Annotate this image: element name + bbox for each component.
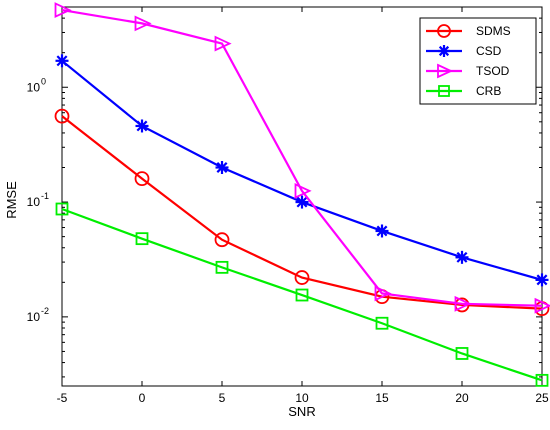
y-tick-base: 10 [27,310,41,324]
marker-circle [134,171,150,187]
legend-item-tsod: TSOD [426,63,510,79]
series-line [61,115,543,310]
marker-square [375,316,389,330]
legend: SDMS CSD TSOD CRB [419,17,537,105]
marker-square [455,347,469,360]
legend-label: TSOD [476,64,510,78]
y-axis-title: RMSE [4,181,19,219]
series-sdms [54,108,550,317]
marker-square [55,202,69,216]
marker-star [295,195,309,209]
x-tick-label: 15 [375,391,389,405]
marker-triangle [454,295,472,312]
y-tick-label: 10 [27,195,41,209]
x-tick-label: 0 [139,391,146,405]
marker-square [295,288,309,302]
marker-star [215,161,229,175]
legend-label: CRB [476,84,501,98]
series-line [61,207,543,382]
x-tick-label: 5 [219,391,226,405]
y-tick-base: 10 [27,195,41,209]
marker-star [535,273,549,287]
marker-star [375,224,389,238]
marker-circle [294,270,310,285]
legend-item-sdms: SDMS [426,24,511,38]
x-tick-label: 20 [455,391,469,405]
marker-star [135,119,149,133]
marker-star [438,45,450,57]
series-group [54,2,550,387]
marker-square [215,260,229,274]
marker-triangle [374,285,392,302]
series-line [61,9,543,307]
marker-circle [54,108,70,124]
y-tick-exponent: -2 [41,306,49,316]
marker-triangle [437,63,454,79]
marker-triangle [214,35,232,52]
x-tick-label: 10 [295,391,309,405]
marker-triangle [134,15,152,32]
legend-item-crb: CRB [426,84,501,98]
x-axis-title: SNR [288,404,315,419]
y-tick-exponent: -1 [41,191,49,201]
marker-circle [214,232,230,248]
marker-star [55,54,69,68]
marker-square [535,373,549,387]
series-csd [55,54,549,287]
y-tick-label: 10 [27,310,41,324]
y-tick-exponent: 0 [41,76,46,86]
y-tick-label: 10 [27,80,41,94]
legend-label: SDMS [476,24,511,38]
marker-star [455,250,469,264]
marker-square [438,85,450,97]
y-tick-base: 10 [27,80,41,94]
series-crb [55,202,549,387]
legend-item-csd: CSD [426,44,502,58]
marker-triangle [54,2,72,18]
marker-square [135,232,149,246]
series-tsod [54,2,550,314]
x-tick-label: -5 [57,391,68,405]
marker-circle [437,24,451,38]
marker-triangle [534,297,550,314]
legend-label: CSD [476,44,502,58]
marker-triangle [294,183,312,199]
x-tick-label: 25 [535,391,549,405]
